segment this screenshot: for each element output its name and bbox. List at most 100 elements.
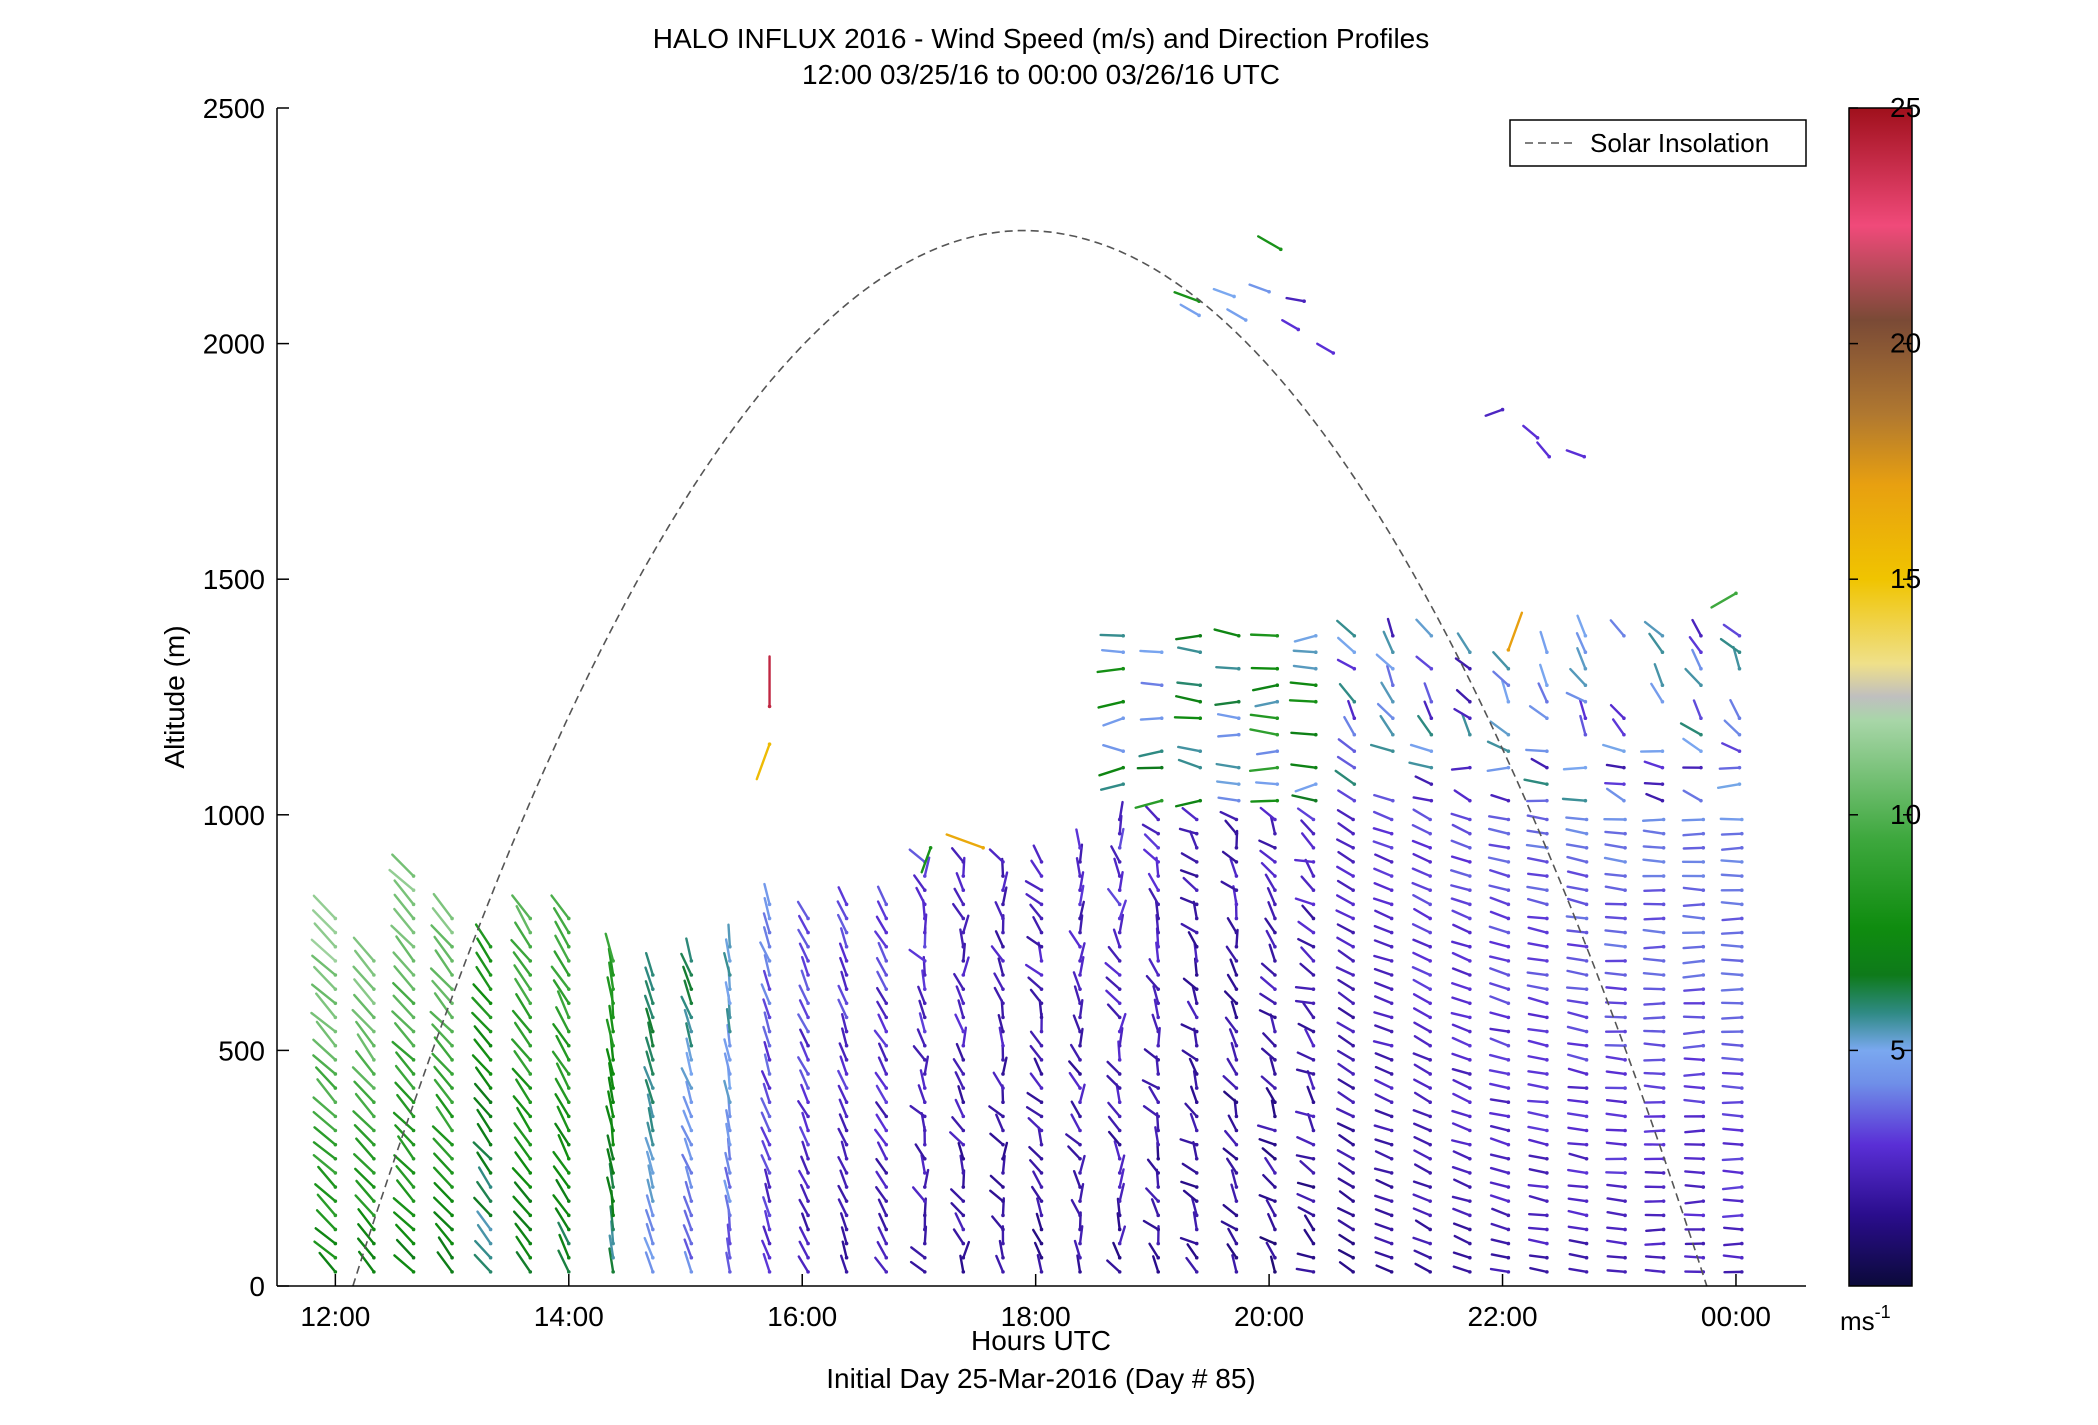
wind-barb [353,1080,376,1104]
wind-barb [1259,1236,1277,1245]
wind-barb [1565,691,1587,703]
wind-barb-origin [651,1199,655,1203]
wind-barb-origin [1661,874,1666,878]
wind-barb-origin [372,1199,376,1203]
wind-barb-origin [728,1029,732,1034]
wind-barb [1068,1071,1082,1090]
wind-barb-origin [1156,1227,1161,1232]
wind-barb [1604,943,1627,948]
wind-barb-origin [767,944,772,949]
wind-barb-origin [1661,916,1666,921]
wind-barb-origin [1428,916,1432,921]
wind-barb-origin [1117,1086,1122,1090]
wind-barb-origin [651,1142,655,1147]
wind-barb-origin [1699,765,1703,770]
wind-barb [1182,977,1198,991]
wind-barb [643,994,655,1019]
wind-barb-origin [1428,1142,1432,1147]
wind-barb [800,1083,810,1104]
wind-barb-origin [884,1058,889,1062]
wind-barb-origin [411,1114,416,1119]
wind-barb-origin [1661,1241,1666,1246]
wind-barb-origin [806,1241,810,1246]
wind-barb [1337,1207,1355,1217]
wind-barb [473,1038,492,1062]
wind-barb [550,894,570,920]
wind-barb [1177,745,1202,753]
wind-barb [1265,1199,1277,1217]
wind-barb [1257,235,1282,251]
wind-barb [1413,1249,1432,1259]
wind-barb [552,979,570,1005]
wind-barb [1565,915,1588,920]
wind-barb-origin [1391,716,1395,721]
wind-barb-origin [767,1213,772,1218]
wind-barb [1192,1211,1198,1231]
wind-barb-origin [1234,1142,1239,1147]
wind-barb-origin [1584,1270,1589,1274]
wind-barb-origin [884,916,889,921]
wind-barb [1374,853,1393,864]
wind-barb-origin [1701,1171,1706,1175]
wind-barb [1527,996,1549,1005]
wind-barb [1489,1181,1510,1189]
wind-barb [725,1237,732,1259]
wind-barb [955,1042,965,1062]
wind-barb-origin [1156,874,1161,878]
wind-barb [1684,667,1703,687]
wind-barb-origin [1311,1185,1316,1189]
wind-barb [1414,1219,1432,1231]
wind-barb-origin [1311,817,1316,822]
wind-barb [840,970,848,991]
wind-barb-origin [1352,699,1357,704]
wind-barb [680,1125,693,1146]
wind-barb [1036,1254,1043,1274]
wind-barb [356,1237,376,1259]
wind-barb [1643,945,1665,950]
wind-barb-origin [1583,765,1588,770]
wind-barb [606,1134,615,1160]
wind-barb-origin [1584,987,1589,991]
wind-barb-origin [1622,798,1626,803]
wind-barb-origin [1117,1114,1122,1119]
wind-barb-origin [1468,1043,1472,1048]
wind-barb [1721,742,1741,753]
wind-barb-origin [806,1015,810,1020]
wind-barb-origin [1428,1086,1432,1090]
wind-barb-origin [1545,1227,1549,1232]
wind-barb-origin [611,959,615,963]
wind-barb [955,872,965,892]
wind-barb-origin [1078,1185,1082,1189]
wind-barb [1181,1162,1198,1175]
wind-barb [510,938,532,963]
wind-barb [1683,1156,1705,1160]
wind-barb-origin [1039,973,1044,977]
wind-barb [1269,1056,1277,1076]
wind-barb-origin [806,1171,810,1175]
wind-barb-origin [1275,782,1280,786]
wind-barb-origin [1234,874,1239,878]
wind-barb-origin [333,1043,338,1048]
wind-barb [954,1098,965,1118]
wind-barb [1604,971,1627,977]
wind-barb [1568,1252,1588,1259]
wind-barb [1337,1049,1355,1062]
wind-barb-origin [1506,666,1511,671]
wind-barb-origin [1273,1114,1277,1119]
wind-barb-origin [961,973,966,977]
wind-barb-origin [1740,1114,1744,1119]
wind-barb [685,1037,693,1062]
wind-barb-origin [1584,1171,1589,1175]
wind-barb [873,1029,888,1047]
wind-barb-origin [1468,666,1472,671]
wind-barb [1296,1136,1315,1146]
wind-barb [1412,1207,1432,1217]
wind-barb-origin [411,930,416,935]
wind-barb [837,1198,848,1217]
wind-barb-origin [1661,1270,1666,1274]
wind-barb-origin [728,1142,732,1147]
wind-barb-origin [1273,1255,1277,1260]
wind-barb [554,1077,570,1104]
wind-barb-origin [1701,1100,1706,1105]
wind-barb [908,948,926,963]
